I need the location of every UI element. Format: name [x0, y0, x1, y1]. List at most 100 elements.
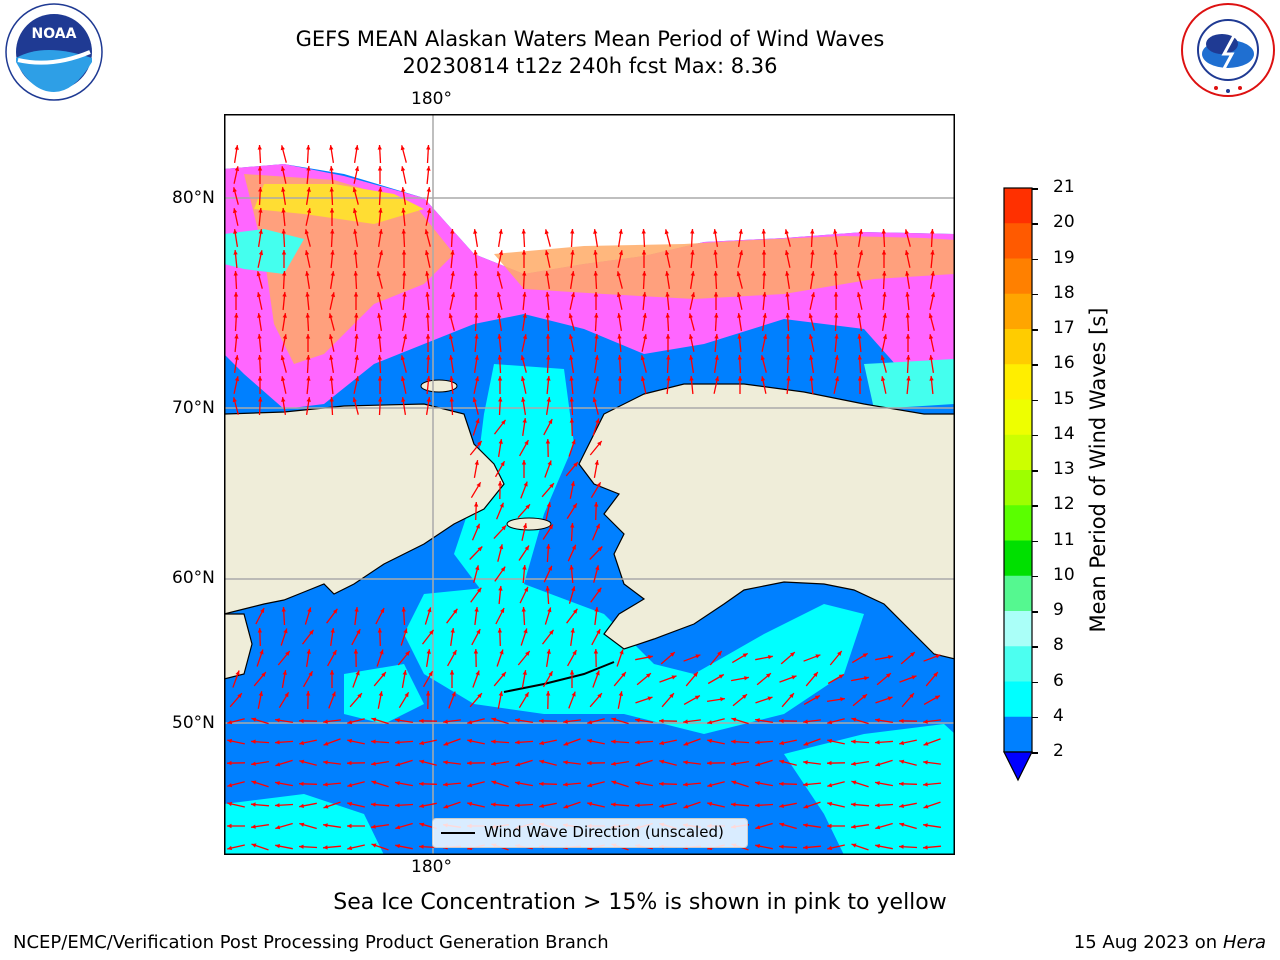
- wind-wave-arrow-head: [474, 313, 479, 318]
- colorbar-segment: [1004, 258, 1032, 295]
- wind-wave-arrow-head: [664, 229, 669, 235]
- wind-wave-arrow-head: [227, 783, 233, 788]
- wind-wave-arrow-head: [640, 376, 646, 382]
- wind-wave-arrow-head: [426, 355, 431, 360]
- wind-wave-arrow-head: [779, 781, 784, 786]
- wind-wave-arrow-head: [259, 649, 264, 655]
- wind-wave-arrow-head: [923, 741, 929, 746]
- wind-wave-arrow-head: [862, 694, 867, 699]
- wind-wave-arrow-head: [305, 691, 311, 696]
- wind-wave-arrow-head: [611, 739, 616, 744]
- wind-wave-arrow-head: [515, 803, 520, 808]
- wind-wave-arrow-head: [731, 739, 736, 744]
- wind-wave-arrow-head: [563, 782, 568, 787]
- wind-wave-arrow-head: [738, 250, 744, 256]
- wind-wave-arrow-head: [899, 718, 904, 724]
- wind-wave-arrow-head: [353, 649, 359, 654]
- wind-wave-arrow-head: [736, 271, 741, 277]
- wind-wave-arrow-head: [761, 229, 766, 234]
- wind-wave-arrow-head: [755, 762, 761, 767]
- wind-wave-arrow-head: [742, 653, 748, 658]
- wind-wave-arrow-head: [933, 672, 938, 677]
- wind-wave-arrow-head: [833, 292, 839, 297]
- wind-wave-arrow-head: [834, 376, 840, 382]
- wind-wave-arrow-head: [539, 759, 545, 764]
- wind-wave-arrow-head: [281, 250, 287, 255]
- wind-wave-arrow-head: [405, 651, 410, 656]
- wind-wave-arrow-head: [256, 271, 261, 277]
- wind-wave-arrow-head: [354, 313, 359, 318]
- wind-wave-arrow-head: [595, 565, 600, 571]
- wind-wave-arrow-head: [646, 673, 651, 678]
- wind-wave-arrow-head: [690, 292, 696, 298]
- nws-logo: [1181, 3, 1275, 97]
- wind-wave-arrow-head: [401, 397, 406, 402]
- wind-wave-arrow-head: [545, 334, 551, 339]
- bottom-longitude-label: 180°: [411, 857, 452, 877]
- wind-wave-arrow-head: [452, 650, 457, 656]
- wind-wave-arrow-head: [827, 720, 833, 725]
- wind-wave-arrow-head: [814, 695, 820, 700]
- wind-wave-arrow-head: [491, 802, 496, 807]
- wind-wave-arrow-head: [237, 693, 242, 698]
- wind-wave-arrow-head: [233, 271, 238, 276]
- wind-wave-arrow-head: [522, 565, 527, 570]
- lat-label-60: 60°N: [172, 568, 215, 588]
- wind-wave-arrow-head: [443, 719, 448, 724]
- wind-wave-arrow-head: [736, 292, 742, 298]
- wind-wave-arrow-head: [587, 720, 593, 725]
- colorbar-tick-mark: [1032, 470, 1038, 472]
- wind-wave-arrow-head: [257, 334, 262, 339]
- sea-ice-yellow: [254, 184, 424, 224]
- wind-wave-arrow-head: [785, 313, 790, 318]
- wind-wave-arrow-head: [611, 761, 616, 766]
- colorbar-segment: [1004, 188, 1032, 224]
- wind-wave-arrow-head: [784, 250, 790, 256]
- wind-wave-arrow-head: [299, 740, 305, 746]
- colorbar-label: Mean Period of Wind Waves [s]: [1086, 307, 1110, 633]
- wind-wave-arrow-head: [779, 718, 784, 724]
- colorbar-tick-label: 17: [1053, 318, 1075, 338]
- wind-wave-arrow-head: [640, 355, 645, 361]
- wind-wave-arrow-head: [521, 397, 526, 402]
- wind-wave-arrow-head: [353, 271, 358, 276]
- wind-wave-arrow-head: [548, 524, 553, 530]
- wind-wave-arrow-head: [618, 229, 623, 234]
- wind-wave-arrow-head: [851, 780, 857, 785]
- wind-wave-arrow-head: [443, 782, 448, 787]
- footer-date: 15 Aug 2023 on Hera: [1074, 932, 1266, 953]
- wind-wave-arrow-head: [309, 629, 314, 635]
- legend-line-sample: [441, 832, 475, 834]
- sea-ice-caption: Sea Ice Concentration > 15% is shown in …: [333, 890, 947, 915]
- colorbar-tick-mark: [1032, 258, 1038, 260]
- wind-wave-arrow-head: [305, 334, 311, 339]
- wind-wave-arrow-head: [563, 741, 569, 746]
- wind-wave-arrow-head: [923, 719, 928, 724]
- wind-wave-arrow-head: [731, 780, 737, 785]
- wind-wave-arrow-head: [521, 250, 527, 255]
- wind-wave-arrow-head: [768, 655, 773, 660]
- wind-wave-arrow-head: [547, 565, 552, 571]
- colorbar-segment: [1004, 434, 1032, 471]
- wind-wave-arrow-head: [425, 313, 430, 318]
- wind-wave-arrow-head: [837, 651, 842, 656]
- wind-wave-arrow-head: [595, 670, 600, 676]
- wind-wave-arrow-head: [323, 782, 328, 787]
- wind-wave-arrow-head: [671, 675, 677, 680]
- wind-wave-arrow-head: [522, 313, 527, 318]
- wind-wave-arrow-head: [570, 250, 575, 255]
- sea-ice-orange-east: [494, 236, 954, 299]
- wind-wave-arrow-head: [227, 720, 233, 725]
- colorbar-tick-mark: [1032, 611, 1038, 613]
- wind-wave-arrow-head: [929, 376, 934, 381]
- wind-wave-arrow-head: [523, 628, 528, 634]
- wind-wave-arrow-head: [371, 802, 376, 807]
- wind-wave-arrow-head: [857, 355, 862, 360]
- colorbar-tick-label: 2: [1053, 741, 1064, 761]
- wind-wave-arrow-head: [594, 334, 599, 339]
- wind-wave-arrow-head: [779, 844, 784, 849]
- wind-wave-arrow-head: [683, 782, 688, 787]
- wind-wave-arrow-head: [813, 672, 818, 677]
- wind-wave-arrow-head: [356, 629, 361, 634]
- wind-wave-arrow-head: [857, 376, 863, 381]
